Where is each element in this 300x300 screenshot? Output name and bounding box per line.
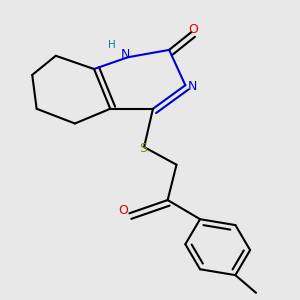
- Text: S: S: [139, 142, 147, 155]
- Text: O: O: [118, 204, 128, 217]
- Text: N: N: [120, 48, 130, 61]
- Text: O: O: [188, 23, 198, 36]
- Text: H: H: [108, 40, 116, 50]
- Text: N: N: [188, 80, 197, 93]
